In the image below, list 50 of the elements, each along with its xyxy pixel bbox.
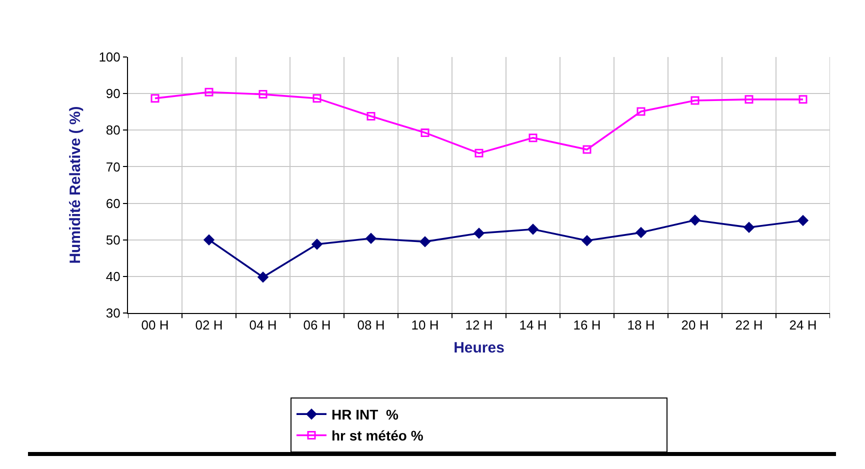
y-tick-label: 70 bbox=[106, 159, 120, 174]
point bbox=[150, 94, 160, 103]
x-tick-label: 12 H bbox=[465, 318, 493, 333]
point bbox=[690, 214, 700, 226]
x-tick-label: 18 H bbox=[627, 318, 655, 333]
y-tick-label: 60 bbox=[106, 196, 120, 211]
x-axis-title: Heures bbox=[454, 340, 504, 357]
point bbox=[744, 95, 754, 104]
point bbox=[636, 227, 646, 238]
x-tick-label: 04 H bbox=[249, 318, 277, 333]
point bbox=[420, 128, 430, 137]
point bbox=[312, 238, 322, 250]
point bbox=[366, 233, 376, 244]
point bbox=[798, 215, 808, 226]
point bbox=[474, 228, 484, 239]
point bbox=[636, 107, 646, 116]
x-tick-label: 14 H bbox=[519, 318, 547, 333]
x-tick-label: 20 H bbox=[681, 318, 709, 333]
y-axis-title: Humidité Relative ( %) bbox=[66, 106, 84, 264]
y-tick-label: 100 bbox=[98, 50, 120, 65]
x-tick-label: 00 H bbox=[141, 318, 169, 333]
x-tick-label: 10 H bbox=[411, 318, 439, 333]
point bbox=[258, 90, 268, 99]
point bbox=[582, 145, 592, 154]
point bbox=[798, 95, 808, 104]
point bbox=[474, 148, 484, 158]
point bbox=[744, 222, 754, 233]
y-tick-label: 40 bbox=[106, 268, 120, 284]
point bbox=[690, 96, 700, 105]
x-tick-label: 24 H bbox=[789, 318, 817, 333]
x-tick-label: 16 H bbox=[573, 318, 601, 333]
point bbox=[204, 88, 214, 96]
point bbox=[204, 234, 214, 246]
y-tick-label: 30 bbox=[106, 306, 120, 321]
point bbox=[582, 235, 592, 246]
x-tick-label: 06 H bbox=[303, 318, 331, 333]
point bbox=[528, 224, 538, 235]
legend-label: HR INT % bbox=[332, 406, 399, 423]
point bbox=[420, 236, 430, 247]
x-tick-label: 02 H bbox=[195, 318, 223, 333]
legend-label: hr st météo % bbox=[332, 428, 424, 444]
point bbox=[258, 272, 268, 282]
y-tick-label: 50 bbox=[106, 232, 120, 248]
point bbox=[312, 94, 322, 103]
point bbox=[528, 134, 538, 142]
y-tick-label: 90 bbox=[106, 86, 120, 102]
y-tick-label: 80 bbox=[106, 122, 120, 138]
x-tick-label: 22 H bbox=[735, 318, 763, 333]
x-tick-label: 08 H bbox=[357, 318, 385, 333]
point bbox=[366, 112, 376, 120]
